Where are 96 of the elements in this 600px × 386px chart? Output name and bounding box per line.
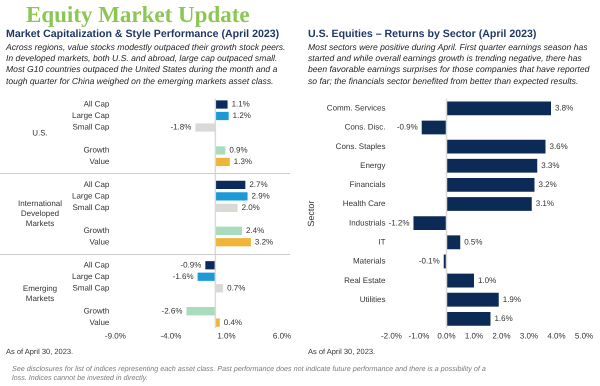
x-tick-label: 5.0% (574, 331, 594, 340)
data-label: -0.9% (180, 260, 202, 270)
x-tick-label: 3.0% (520, 331, 538, 340)
bar (413, 216, 446, 230)
y-tick-label: All Cap (84, 260, 110, 270)
y-tick-label: Value (89, 318, 110, 327)
bar (446, 312, 490, 326)
data-label: 1.3% (234, 157, 252, 166)
data-label: 1.1% (232, 100, 250, 109)
y-tick-label: Large Cap (72, 192, 110, 201)
bar (446, 178, 534, 192)
x-tick-label: -1.0% (408, 331, 430, 340)
data-label: 2.4% (246, 226, 264, 236)
y-tick-label: Large Cap (72, 272, 110, 281)
x-tick-label: 4.0% (547, 331, 566, 340)
bar (215, 158, 230, 166)
x-tick-label: -9.0% (104, 331, 126, 340)
text: Emerging Markets (22, 284, 58, 304)
bar (215, 192, 248, 201)
y-tick-label: Value (89, 238, 110, 247)
bar (422, 120, 446, 134)
data-label: 0.5% (464, 238, 482, 247)
y-tick-label: Utilities (360, 294, 386, 304)
bar (205, 261, 216, 270)
x-tick-label: -4.0% (160, 331, 182, 340)
data-label: 1.2% (232, 111, 251, 120)
y-tick-label: Comm. Services (326, 104, 386, 113)
chart-title: Market Capitalization & Style Performance (April 2023) (6, 28, 280, 40)
y-tick-label: Value (89, 157, 110, 166)
text: U.S. (32, 128, 48, 138)
chart-subtitle: Most sectors were positive during April. First quarter earnings season has started and while overall earnings growth is trending negative, there has been favorable earnings surprises for those companies that have reported so far; the financials sector benefited from better than expected results. (308, 42, 590, 87)
y-tick-label: Growth (84, 146, 110, 155)
y-tick-label: All Cap (84, 180, 110, 190)
y-tick-label: Health Care (342, 199, 386, 208)
data-label: 1.6% (494, 314, 513, 324)
bar (446, 197, 532, 211)
text: Equity Market Update (26, 2, 250, 28)
data-label: -1.6% (172, 272, 194, 281)
data-label: -2.6% (162, 306, 182, 316)
y-tick-label: Small Cap (72, 203, 110, 212)
data-label: 0.7% (227, 283, 246, 292)
bar (446, 101, 551, 116)
chart-title: U.S. Equities – Returns by Sector (April 2023) (308, 28, 538, 40)
y-tick-label: Small Cap (72, 283, 110, 292)
data-label: 1.0% (478, 276, 496, 285)
x-tick-label: 0.0% (437, 331, 456, 340)
bar (446, 292, 499, 307)
data-label: -0.9% (396, 122, 418, 132)
y-tick-label: All Cap (84, 100, 110, 109)
y-tick-label: Growth (84, 226, 110, 236)
data-label: 3.3% (541, 160, 560, 170)
bar (446, 158, 538, 173)
bar (215, 100, 228, 109)
chart-subtitle: Across regions, value stocks modestly outpaced their growth stock peers. In developed markets, both U.S. and abroad, large cap outpaced small. Most G10 countries outpaced the United States during the month and a tough quarter for China weighed on the emerging markets asset class. (6, 42, 286, 87)
bar (198, 272, 216, 281)
data-label: 2.9% (252, 192, 270, 201)
data-label: 3.2% (254, 238, 274, 247)
data-label: 0.4% (224, 318, 242, 327)
x-tick-label: 2.0% (492, 331, 511, 340)
x-tick-label: 1.0% (217, 331, 236, 340)
data-label: -1.8% (170, 122, 192, 132)
data-label: 3.6% (549, 142, 568, 151)
y-tick-label: Cons. Disc. (344, 122, 386, 132)
data-label: 1.9% (502, 294, 521, 304)
data-label: 2.0% (242, 203, 260, 212)
data-label: 3.2% (538, 180, 557, 190)
bar (215, 238, 251, 246)
y-tick-label: Growth (84, 306, 110, 316)
bar (215, 226, 242, 235)
bar (215, 146, 226, 155)
bar (186, 307, 216, 316)
data-label: -0.1% (418, 256, 440, 266)
bar (215, 112, 229, 120)
data-label: 3.8% (554, 104, 574, 113)
data-label: -1.2% (388, 218, 410, 228)
y-tick-label: Financials (349, 180, 386, 190)
bar (446, 235, 460, 250)
y-tick-label: IT (378, 238, 386, 247)
data-label: 0.9% (229, 146, 248, 155)
y-tick-label: Industrials (349, 218, 386, 228)
y-tick-label: Materials (353, 256, 386, 266)
bar (446, 274, 474, 288)
y-tick-label: Large Cap (72, 111, 110, 120)
x-tick-label: 6.0% (272, 331, 292, 340)
data-label: 3.1% (536, 199, 554, 208)
x-tick-label: 1.0% (464, 331, 484, 340)
text: International Developed Markets (18, 198, 62, 228)
y-tick-label: Real Estate (344, 276, 386, 285)
x-tick-label: -2.0% (381, 331, 402, 340)
bar (215, 180, 246, 190)
y-tick-label: Energy (360, 160, 386, 170)
y-tick-label: Small Cap (72, 122, 110, 132)
bar (446, 140, 546, 154)
data-label: 2.7% (249, 180, 268, 190)
y-tick-label: Cons. Staples (336, 142, 386, 151)
y-axis-title: Sector (306, 200, 316, 227)
